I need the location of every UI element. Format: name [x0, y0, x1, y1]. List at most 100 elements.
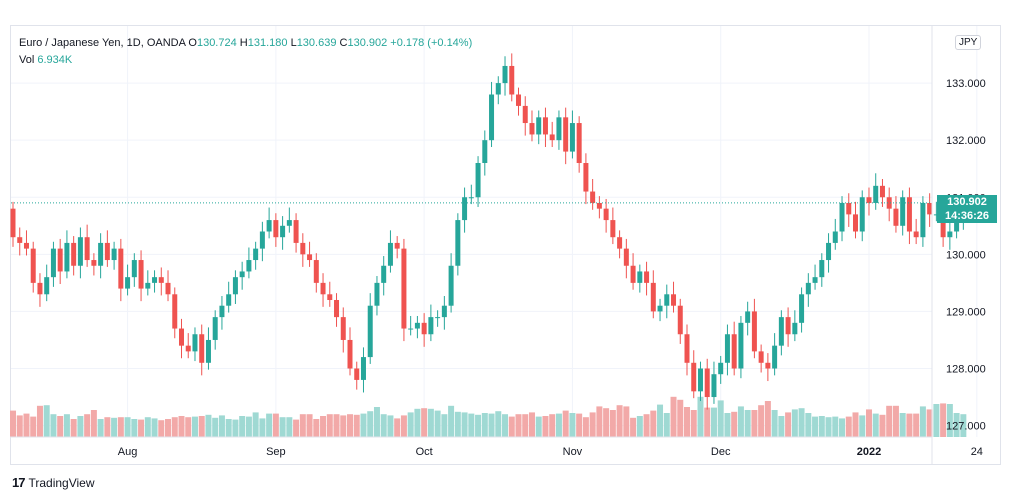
volume-bar: [239, 416, 246, 437]
volume-bar: [468, 413, 475, 437]
footer[interactable]: 17 TradingView: [12, 475, 95, 490]
candle-body: [408, 328, 414, 330]
volume-bar: [724, 413, 731, 437]
symbol-name[interactable]: Euro / Japanese Yen, 1D, OANDA: [19, 37, 186, 49]
candle-body: [226, 294, 232, 306]
candle-body: [542, 117, 548, 135]
volume-bar: [245, 416, 252, 437]
volume-bar: [744, 410, 751, 437]
volume-bar: [454, 411, 461, 437]
low-value: 130.639: [296, 37, 337, 49]
candle-body: [954, 220, 960, 232]
volume-bar: [609, 410, 616, 437]
candle-body: [104, 242, 110, 261]
volume-bar: [461, 412, 468, 437]
volume-bar: [191, 416, 198, 437]
candle-body: [320, 282, 326, 295]
volume-bar: [515, 414, 522, 437]
x-tick-label: Nov: [563, 446, 583, 458]
candle-body: [394, 242, 400, 249]
volume-bar: [684, 407, 690, 437]
candle-body: [853, 214, 858, 232]
volume-bar: [865, 409, 872, 437]
candle-body: [367, 305, 373, 358]
volume-bar: [23, 413, 30, 437]
volume-bar: [805, 413, 812, 437]
volume-bar: [158, 420, 165, 437]
volume-bar: [663, 413, 670, 437]
volume-bar: [347, 414, 353, 437]
candle-body: [839, 202, 845, 232]
candle-body: [751, 311, 757, 352]
candle-body: [745, 311, 751, 323]
volume-bar: [906, 413, 913, 437]
candle-body: [300, 242, 306, 255]
volume-bar: [441, 414, 448, 437]
volume-bar: [165, 419, 172, 437]
candle-body: [428, 317, 434, 335]
volume-bar: [212, 417, 219, 437]
volume-bar: [899, 413, 906, 437]
candle-body: [569, 123, 575, 152]
candle-body: [185, 345, 191, 352]
volume-bar: [232, 419, 239, 437]
candle-body: [30, 248, 36, 283]
volume-bar: [299, 414, 306, 437]
candle-body: [927, 202, 933, 215]
volume-bar: [340, 415, 347, 437]
candle-body: [334, 300, 340, 318]
volume-bar: [373, 407, 380, 437]
candle-body: [421, 322, 427, 335]
volume-bar: [84, 414, 91, 437]
volume-bar: [542, 416, 549, 437]
candle-body: [273, 220, 279, 238]
candle-body: [846, 202, 852, 215]
candle-body: [947, 231, 953, 238]
currency-badge[interactable]: JPY: [955, 35, 982, 50]
volume-bar: [603, 408, 610, 437]
volume-bar: [919, 406, 926, 437]
candle-body: [879, 185, 885, 198]
candle-body: [232, 277, 238, 295]
volume-bar: [528, 412, 535, 437]
candle-body: [401, 248, 407, 329]
volume-bar: [252, 412, 259, 437]
candle-body: [125, 277, 131, 289]
volume-bar: [259, 418, 266, 437]
candle-body: [792, 322, 798, 335]
volume-bar: [16, 415, 23, 437]
candle-body: [502, 65, 508, 84]
volume-bar: [710, 407, 717, 437]
candle-body: [940, 214, 946, 238]
candle-body: [354, 368, 360, 380]
volume-bar: [70, 419, 77, 437]
volume-bar: [151, 418, 158, 437]
x-tick-label: Dec: [711, 446, 731, 458]
volume-value: 6.934K: [37, 54, 73, 66]
candle-body: [205, 339, 211, 363]
volume-bar: [839, 418, 846, 437]
volume-bar: [879, 414, 886, 437]
volume-bar: [940, 403, 947, 437]
volume-bar: [63, 414, 70, 437]
candle-body: [152, 277, 158, 283]
candle-body: [441, 305, 447, 318]
candle-body: [697, 368, 703, 392]
last-price-tag: 130.902 14:36:26: [937, 194, 997, 223]
volume-bar: [596, 406, 603, 437]
x-tick-label: Sep: [266, 446, 286, 458]
candle-body: [522, 105, 528, 124]
volume-bar: [475, 414, 482, 437]
x-tick-label: Oct: [416, 446, 433, 458]
candle-body: [495, 83, 501, 95]
volume-bar: [508, 416, 515, 437]
candle-body: [50, 248, 56, 278]
volume-bar: [266, 413, 273, 437]
volume-bar: [104, 417, 111, 437]
volume-bar: [872, 413, 879, 437]
candle-body: [778, 317, 784, 346]
candle-body: [360, 357, 366, 380]
volume-bar: [367, 411, 374, 437]
candle-body: [630, 265, 636, 283]
